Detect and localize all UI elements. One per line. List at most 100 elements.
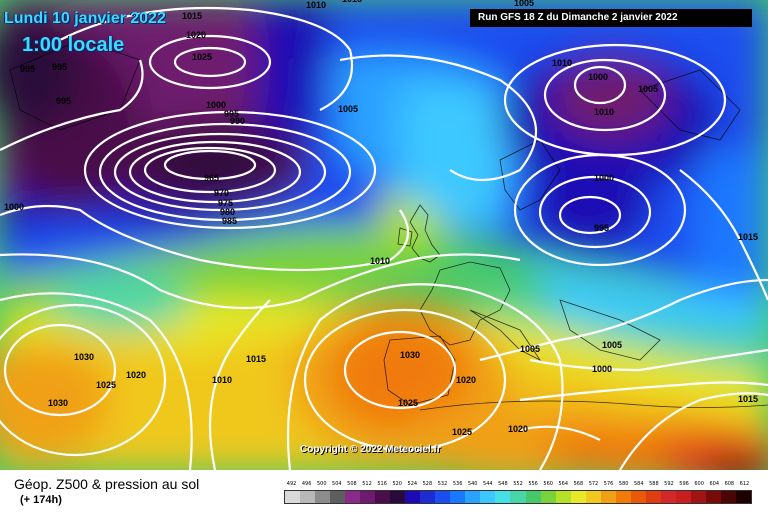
scale-swatch: [390, 491, 406, 503]
isobar-label: 1015: [342, 0, 362, 4]
scale-swatch: [480, 491, 496, 503]
scale-swatch: [495, 491, 511, 503]
scale-swatch: [540, 491, 556, 503]
colour-scale-bar: [284, 490, 752, 504]
scale-swatch: [375, 491, 391, 503]
z500-colour-field: [0, 0, 768, 470]
scale-swatch: [285, 491, 301, 503]
scale-value-label: 504: [332, 481, 342, 487]
isobar-label: 995: [20, 64, 35, 74]
scale-value-label: 588: [649, 481, 659, 487]
scale-value-label: 596: [679, 481, 689, 487]
scale-swatch: [675, 491, 691, 503]
isobar-label: 1020: [126, 370, 146, 380]
isobar-label: 1030: [48, 398, 68, 408]
isobar-label: 1030: [400, 350, 420, 360]
isobar-label: 1015: [182, 11, 202, 21]
isobar-lines: [0, 6, 768, 470]
isobar-label: 1010: [306, 0, 326, 10]
scale-swatch: [645, 491, 661, 503]
scale-value-label: 576: [603, 481, 614, 487]
scale-value-label: 536: [452, 481, 463, 487]
scale-value-label: 528: [422, 481, 433, 487]
scale-swatch: [615, 491, 631, 503]
scale-swatch: [510, 491, 526, 503]
scale-value-label: 568: [573, 481, 584, 487]
isobar-label: 1005: [520, 344, 540, 354]
isobar-label: 965: [204, 173, 219, 183]
scale-swatch: [525, 491, 541, 503]
isobar-label: 1000: [206, 100, 226, 110]
isobar-label: 1010: [594, 107, 614, 117]
isobar-label: 1005: [338, 104, 358, 114]
scale-value-label: 592: [664, 481, 674, 487]
model-run-info: Run GFS 18 Z du Dimanche 2 janvier 2022: [470, 9, 752, 27]
isobar-label: 980: [220, 207, 235, 217]
isobar-label: 1015: [246, 354, 266, 364]
scale-swatch: [600, 491, 616, 503]
colour-scale-values: 492 496 500 504 508 512 516 520 524 528 532 536 540 5…: [284, 481, 752, 490]
scale-swatch: [570, 491, 586, 503]
isobar-label: 1000: [592, 364, 612, 374]
scale-swatch: [660, 491, 676, 503]
scale-value-label: 544: [483, 481, 493, 487]
scale-value-label: 600: [694, 481, 704, 487]
isobar-label: 985: [222, 216, 237, 226]
isobar-label: 1010: [370, 256, 390, 266]
isobar-label: 1005: [514, 0, 534, 8]
scale-swatch: [405, 491, 421, 503]
scale-value-label: 548: [498, 481, 508, 487]
scale-value-label: 572: [588, 481, 599, 487]
isobar-label: 995: [56, 96, 71, 106]
isobar-label: 1000: [594, 173, 614, 183]
geopotential-map: 1015 1010 1020 1025 995 995 995 1000 100…: [0, 0, 768, 470]
isobar-label: 1000: [588, 72, 608, 82]
scale-value-label: 604: [709, 481, 720, 487]
scale-value-label: 540: [467, 481, 478, 487]
isobar-label: 1000: [4, 202, 24, 212]
isobar-label: 1030: [74, 352, 94, 362]
isobar-label: 1010: [552, 58, 572, 68]
scale-value-label: 496: [301, 481, 312, 487]
scale-value-label: 500: [316, 481, 327, 487]
scale-value-label: 580: [618, 481, 629, 487]
isobar-label: 1020: [186, 30, 206, 40]
scale-value-label: 560: [543, 481, 553, 487]
scale-value-label: 524: [407, 481, 418, 487]
scale-swatch: [300, 491, 316, 503]
scale-value-label: 584: [633, 481, 644, 487]
isobar-label: 995: [594, 223, 609, 233]
scale-value-label: 532: [437, 481, 448, 487]
scale-swatch: [315, 491, 331, 503]
isobar-label: 970: [214, 188, 229, 198]
isobar-label: 1025: [96, 380, 116, 390]
forecast-date: Lundi 10 janvier 2022: [4, 10, 166, 27]
scale-value-label: 516: [377, 481, 387, 487]
isobar-label: 1020: [456, 375, 476, 385]
scale-swatch: [450, 491, 466, 503]
copyright-notice: Copyright © 2022 Meteociel.fr: [300, 444, 441, 455]
scale-swatch: [330, 491, 346, 503]
scale-swatch: [345, 491, 361, 503]
isobar-label: 995: [224, 109, 239, 119]
scale-swatch: [720, 491, 736, 503]
scale-value-label: 564: [558, 481, 569, 487]
scale-swatch: [465, 491, 481, 503]
scale-value-label: 556: [528, 481, 538, 487]
scale-swatch: [555, 491, 571, 503]
scale-swatch: [435, 491, 451, 503]
scale-swatch: [420, 491, 436, 503]
scale-swatch: [690, 491, 706, 503]
isobar-label: 1025: [398, 398, 418, 408]
isobar-label: 1015: [738, 232, 758, 242]
map-title: Géop. Z500 & pression au sol: [14, 476, 200, 492]
scale-value-label: 520: [392, 481, 402, 487]
scale-swatch: [735, 491, 751, 503]
scale-value-label: 512: [362, 481, 372, 487]
isobar-labels: 1015 1010 1020 1025 995 995 995 1000 100…: [4, 0, 758, 437]
isobar-label: 995: [52, 62, 67, 72]
scale-swatch: [360, 491, 376, 503]
forecast-lead-time: (+ 174h): [20, 494, 62, 506]
isobar-label: 1005: [638, 84, 658, 94]
isobar-label: 1025: [452, 427, 472, 437]
